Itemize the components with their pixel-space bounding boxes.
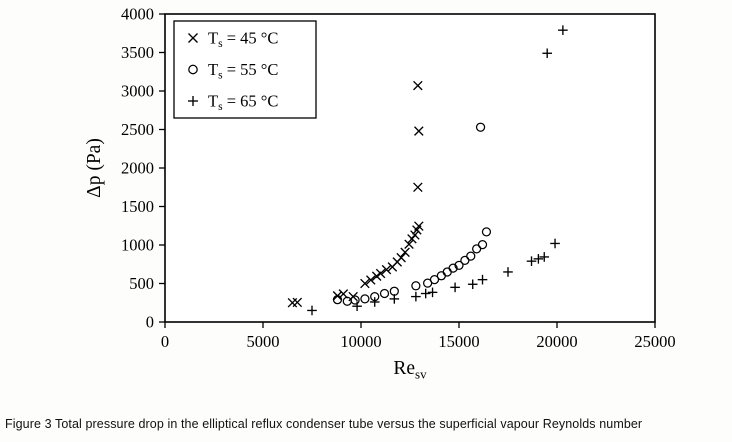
marker-x [414, 221, 424, 231]
marker-o [429, 275, 440, 285]
marker-+ [533, 254, 544, 264]
series-3-points [307, 25, 568, 316]
marker-x [413, 80, 423, 91]
marker-o [188, 64, 198, 75]
y-tick-label: 1500 [121, 197, 154, 216]
marker-+ [450, 282, 460, 293]
marker-x [381, 264, 392, 275]
x-tick-label: 20000 [536, 332, 577, 351]
marker-o [448, 263, 458, 273]
x-tick-label: 10000 [340, 332, 381, 351]
marker-+ [539, 252, 550, 262]
marker-o [477, 239, 488, 250]
marker-o [472, 244, 482, 254]
figure-caption: Figure 3 Total pressure drop in the elli… [5, 417, 643, 431]
y-tick-label: 4000 [121, 5, 154, 24]
x-tick-label: 15000 [438, 332, 479, 351]
y-tick-label: 500 [129, 274, 154, 293]
marker-o [460, 255, 470, 266]
marker-x [410, 230, 420, 240]
marker-+ [411, 291, 421, 302]
marker-+ [467, 279, 478, 290]
marker-x [366, 275, 376, 285]
marker-+ [352, 301, 362, 312]
marker-+ [427, 287, 438, 298]
marker-o [379, 288, 390, 299]
y-tick-label: 2500 [121, 120, 154, 139]
marker-o [481, 227, 492, 237]
x-tick-label: 25000 [634, 332, 675, 351]
marker-o [466, 251, 476, 261]
marker-x [375, 268, 386, 279]
marker-+ [369, 297, 380, 307]
x-axis-label: Resv [393, 358, 427, 382]
marker-x [292, 297, 303, 308]
legend-label: Ts = 45 °C [208, 29, 278, 51]
x-tick-label: 0 [161, 332, 169, 351]
marker-+ [526, 256, 537, 266]
y-axis-label: Δp (Pa) [84, 138, 105, 198]
marker-+ [542, 48, 552, 59]
marker-o [332, 295, 343, 305]
marker-o [411, 281, 421, 291]
y-tick-label: 3000 [121, 82, 154, 101]
legend-label: Ts = 55 °C [208, 60, 278, 82]
y-tick-label: 2000 [121, 159, 154, 178]
legend: Ts = 45 °C Ts = 55 °C Ts = 65 °C [173, 20, 317, 119]
y-tick-label: 1000 [121, 236, 154, 255]
marker-x [360, 278, 370, 289]
marker-x [414, 126, 424, 136]
y-tick-label: 3500 [121, 43, 154, 62]
pressure-drop-scatter-chart: 0 500 1000 1500 2000 2500 3000 3500 4000 0 5000 100… [84, 5, 676, 382]
marker-+ [503, 267, 513, 277]
marker-+ [558, 25, 568, 35]
marker-+ [188, 96, 198, 106]
marker-x [400, 247, 410, 258]
marker-x [404, 239, 414, 250]
marker-o [454, 260, 464, 271]
marker-+ [550, 238, 560, 249]
marker-o [350, 295, 360, 305]
marker-+ [477, 274, 488, 285]
marker-+ [307, 305, 317, 316]
marker-+ [389, 294, 400, 304]
x-tick-label: 5000 [247, 332, 280, 351]
marker-o [360, 294, 370, 304]
marker-x [413, 182, 423, 193]
marker-+ [420, 288, 431, 299]
marker-x [188, 33, 198, 43]
marker-o [475, 122, 486, 132]
marker-x [396, 252, 406, 263]
y-tick-label: 0 [146, 313, 154, 332]
legend-label: Ts = 65 °C [208, 92, 278, 114]
